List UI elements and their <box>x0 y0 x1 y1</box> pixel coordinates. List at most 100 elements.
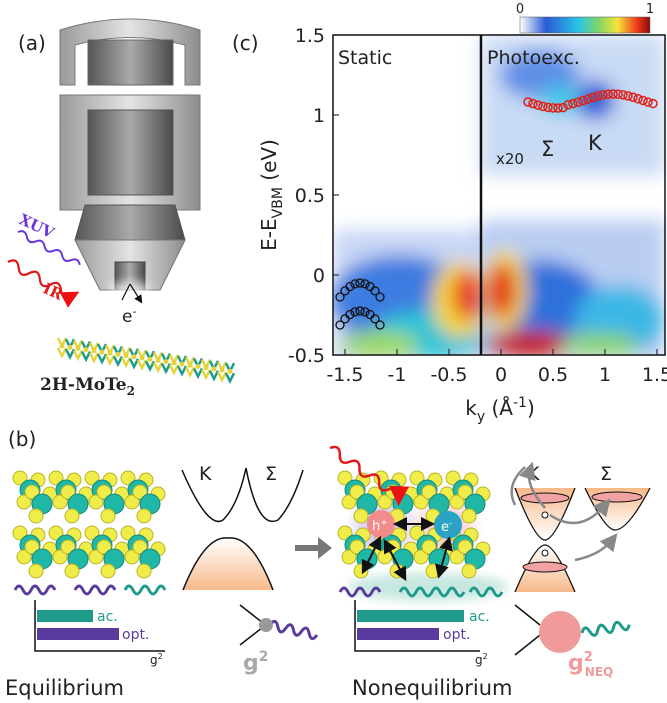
text: e <box>441 520 449 535</box>
y-tick-label: -0.5 <box>288 345 325 367</box>
shape <box>488 262 516 318</box>
title: Equilibrium <box>5 676 124 700</box>
atom <box>164 359 169 364</box>
shape <box>581 620 630 637</box>
y-tick-label: 0 <box>313 265 325 287</box>
atom <box>462 564 476 578</box>
y-ticks: 1.5 1 0.5 0 -0.5 <box>288 25 339 367</box>
shape <box>125 586 165 594</box>
atom <box>196 364 201 369</box>
atom <box>101 564 115 578</box>
sigma-label: Σ <box>600 463 612 485</box>
atom <box>92 348 97 353</box>
photoexc-label: Photoexc. <box>487 47 580 69</box>
y-tick-label: 1 <box>313 105 325 127</box>
atom <box>212 366 217 371</box>
atom <box>65 509 79 523</box>
xuv-label: XUV <box>16 210 57 242</box>
atom <box>124 353 129 358</box>
x-tick-label: 1 <box>599 364 611 386</box>
k-label: K <box>199 463 212 485</box>
shape <box>15 586 165 594</box>
atom <box>137 509 151 523</box>
title: Nonequilibrium <box>352 676 513 700</box>
x-tick-label: 1.5 <box>642 364 667 386</box>
x-tick-label: 0 <box>495 364 507 386</box>
axis-label: g2 <box>150 652 163 667</box>
y-tick-label: 0.5 <box>295 185 325 207</box>
axis-label: g2 <box>475 652 488 667</box>
y-axis-title: E-EVBM (eV) <box>257 139 286 251</box>
atom <box>60 344 65 349</box>
electron-label: e- <box>122 305 136 327</box>
atom <box>132 354 137 359</box>
heatmap <box>330 35 665 360</box>
shape <box>6 258 74 300</box>
colorbar <box>520 17 650 33</box>
shape <box>259 618 273 632</box>
shape <box>183 538 273 590</box>
ac-bar <box>37 610 93 622</box>
panel-label: (a) <box>18 31 46 55</box>
panel-a: (a) e- XUV IR 2H-MoTe2 <box>6 19 234 398</box>
sigma-label: Σ <box>265 463 277 485</box>
x-tick-label: 0.5 <box>538 364 568 386</box>
panel-c: (c) Static Photoexc. x20 Σ K 0 1 1.510.5… <box>232 2 667 425</box>
text: (eV) <box>257 139 281 187</box>
shape <box>88 40 173 85</box>
atom <box>100 350 105 355</box>
page: {"panel_a":{"label":"(a)","xuv":"XUV","i… <box>0 0 667 703</box>
shape <box>88 110 173 195</box>
x-tick-label: -0.5 <box>430 364 467 386</box>
text: 2 <box>584 650 593 665</box>
shape <box>592 492 642 502</box>
panel-b: (b) K Σ ac. opt. g2 g2 Equilibrium h+ e-… <box>5 427 650 700</box>
shape <box>15 586 55 594</box>
shape <box>575 540 612 560</box>
shape <box>542 550 548 556</box>
sample-label: 2H-MoTe2 <box>40 375 135 398</box>
ir-label: IR <box>40 279 66 304</box>
colorbar-label: 1 <box>646 2 654 17</box>
figure: (a) e- XUV IR 2H-MoTe2 (c) Static Photoe… <box>0 0 667 703</box>
sigma-label: Σ <box>541 137 554 161</box>
atom <box>172 360 177 365</box>
shape <box>75 586 115 594</box>
atom <box>65 564 79 578</box>
text: 2 <box>127 384 135 398</box>
text: y <box>477 409 485 425</box>
opt-bar <box>357 628 439 640</box>
coupling-circle <box>539 611 581 653</box>
shape <box>515 605 540 655</box>
y-tick-label: 1.5 <box>295 25 325 47</box>
x-tick-label: -1 <box>388 364 407 386</box>
atom <box>220 368 225 373</box>
text: k <box>465 396 477 420</box>
shape <box>542 512 548 518</box>
atom <box>29 509 43 523</box>
shape <box>269 621 318 640</box>
atom <box>354 509 368 523</box>
text: g <box>243 651 259 676</box>
text: + <box>380 518 388 528</box>
text: (Å <box>485 396 513 420</box>
text: 2H-MoTe <box>40 375 127 395</box>
shape <box>453 270 483 320</box>
atom <box>84 347 89 352</box>
atom <box>76 346 81 351</box>
text: g <box>475 653 483 667</box>
opt-bar <box>37 628 119 640</box>
x-tick-label: -1.5 <box>326 364 363 386</box>
atom <box>228 369 233 374</box>
text: g <box>150 653 158 667</box>
atom <box>29 564 43 578</box>
body: (a) e- XUV IR 2H-MoTe2 (c) Static Photoe… <box>0 0 667 703</box>
text: NEQ <box>585 665 613 679</box>
ac-bar <box>357 610 464 622</box>
scale-label: x20 <box>496 150 524 168</box>
shape <box>35 600 165 651</box>
text: g <box>568 651 584 676</box>
text: - <box>132 305 136 318</box>
shape <box>560 333 640 357</box>
atom <box>426 564 440 578</box>
